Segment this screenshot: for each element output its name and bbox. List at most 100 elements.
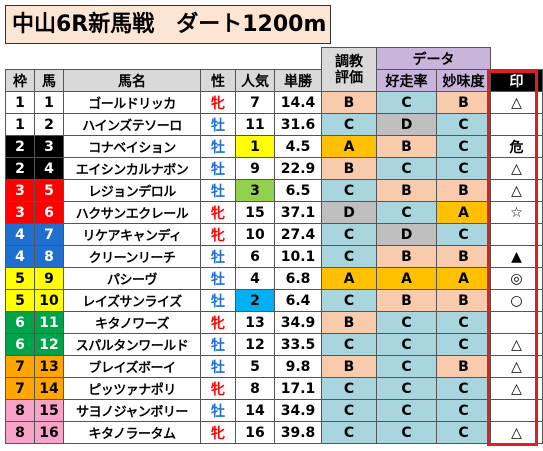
taste-cell: C [436,157,491,180]
horse-name-cell: キタノワーズ [63,311,201,334]
horse-number-cell: 13 [34,355,64,378]
taste-cell: C [436,113,491,136]
horse-name-cell: キタノラータム [63,421,201,444]
mark-cell [490,113,543,136]
race-table: 調教 評価 データ 枠 馬 馬名 性 人気 単勝 好走率 妙味度 印 1 1 ゴール… [5,47,543,444]
odds-cell: 6.8 [274,267,322,290]
table-row: 2 3 コナベイション牡 1 4.5 A B C 危 [5,135,543,158]
win-rate-cell: D [376,113,437,136]
table-row: 6 11 キタノワーズ牝 13 34.9 B C C [5,311,543,334]
horse-name-cell: コナベイション [63,135,201,158]
waku-cell: 6 [5,311,35,334]
horse-number-cell: 16 [34,421,64,444]
header-spacer [5,47,322,70]
header-popularity: 人気 [235,69,275,92]
win-rate-cell: C [376,333,437,356]
training-grade-cell: B [321,311,377,334]
mark-cell: △ [490,157,543,180]
header-sex: 性 [200,69,236,92]
popularity-cell: 6 [235,245,275,268]
odds-cell: 22.9 [274,157,322,180]
table-row: 8 15 サヨノジャンボリー牡 14 34.9 C C C [5,399,543,422]
sex-cell: 牡 [200,289,236,312]
horse-number-cell: 14 [34,377,64,400]
sex-cell: 牝 [200,377,236,400]
sex-cell: 牡 [200,157,236,180]
header-taste: 妙味度 [436,69,491,92]
mark-cell [490,311,543,334]
odds-cell: 39.8 [274,421,322,444]
training-grade-cell: C [321,245,377,268]
horse-number-cell: 12 [34,333,64,356]
training-grade-cell: C [321,113,377,136]
taste-cell: B [436,355,491,378]
sex-cell: 牝 [200,201,236,224]
popularity-cell: 7 [235,91,275,114]
win-rate-cell: C [376,377,437,400]
mark-cell: ▲ [490,245,543,268]
horse-number-cell: 6 [34,201,64,224]
popularity-cell: 11 [235,113,275,136]
training-grade-cell: C [321,399,377,422]
mark-cell: △ [490,333,543,356]
training-grade-cell: C [321,333,377,356]
odds-cell: 34.9 [274,311,322,334]
table-row: 4 8 クリーンリーチ牡 6 10.1 C B B ▲ [5,245,543,268]
win-rate-cell: C [376,399,437,422]
odds-cell: 4.5 [274,135,322,158]
horse-name-cell: ハクサンエクレール [63,201,201,224]
sex-cell: 牡 [200,355,236,378]
horse-name-cell: クリーンリーチ [63,245,201,268]
horse-name-cell: レジョンデロル [63,179,201,202]
waku-cell: 1 [5,91,35,114]
waku-cell: 5 [5,289,35,312]
mark-cell: 危 [490,135,543,158]
header-horse-name: 馬名 [63,69,201,92]
taste-cell: B [436,179,491,202]
sex-cell: 牝 [200,311,236,334]
popularity-cell: 10 [235,223,275,246]
horse-number-cell: 7 [34,223,64,246]
waku-cell: 2 [5,135,35,158]
header-training-line2: 評価 [335,69,363,86]
waku-cell: 4 [5,223,35,246]
taste-cell: B [436,245,491,268]
taste-cell: C [436,333,491,356]
training-grade-cell: B [321,157,377,180]
header-training: 調教 評価 [321,47,377,92]
table-row: 5 9 パシーヴ牡 4 6.8 A A A ◎ [5,267,543,290]
horse-number-cell: 10 [34,289,64,312]
odds-cell: 27.4 [274,223,322,246]
sex-cell: 牡 [200,135,236,158]
mark-cell [490,399,543,422]
header-training-line1: 調教 [335,53,363,70]
mark-cell [490,223,543,246]
header-row: 枠 馬 馬名 性 人気 単勝 好走率 妙味度 印 [5,69,543,92]
taste-cell: A [436,201,491,224]
waku-cell: 7 [5,377,35,400]
horse-name-cell: サヨノジャンボリー [63,399,201,422]
training-grade-cell: A [321,135,377,158]
taste-cell: C [436,399,491,422]
horse-number-cell: 11 [34,311,64,334]
win-rate-cell: C [376,355,437,378]
header-win-rate: 好走率 [376,69,437,92]
waku-cell: 3 [5,179,35,202]
popularity-cell: 14 [235,399,275,422]
training-grade-cell: C [321,223,377,246]
waku-cell: 8 [5,399,35,422]
table-row: 7 13 ブレイズボーイ牡 5 9.8 B C B △ [5,355,543,378]
horse-name-cell: レイズサンライズ [63,289,201,312]
taste-cell: C [436,223,491,246]
horse-name-cell: リケアキャンディ [63,223,201,246]
popularity-cell: 1 [235,135,275,158]
mark-cell: △ [490,179,543,202]
taste-cell: C [436,311,491,334]
page-title: 中山6R新馬戦 ダート1200m [5,5,331,44]
header-mark: 印 [490,69,543,92]
popularity-cell: 8 [235,377,275,400]
odds-cell: 37.1 [274,201,322,224]
header-uma: 馬 [34,69,64,92]
sex-cell: 牡 [200,333,236,356]
header-data-group: データ [376,47,491,70]
